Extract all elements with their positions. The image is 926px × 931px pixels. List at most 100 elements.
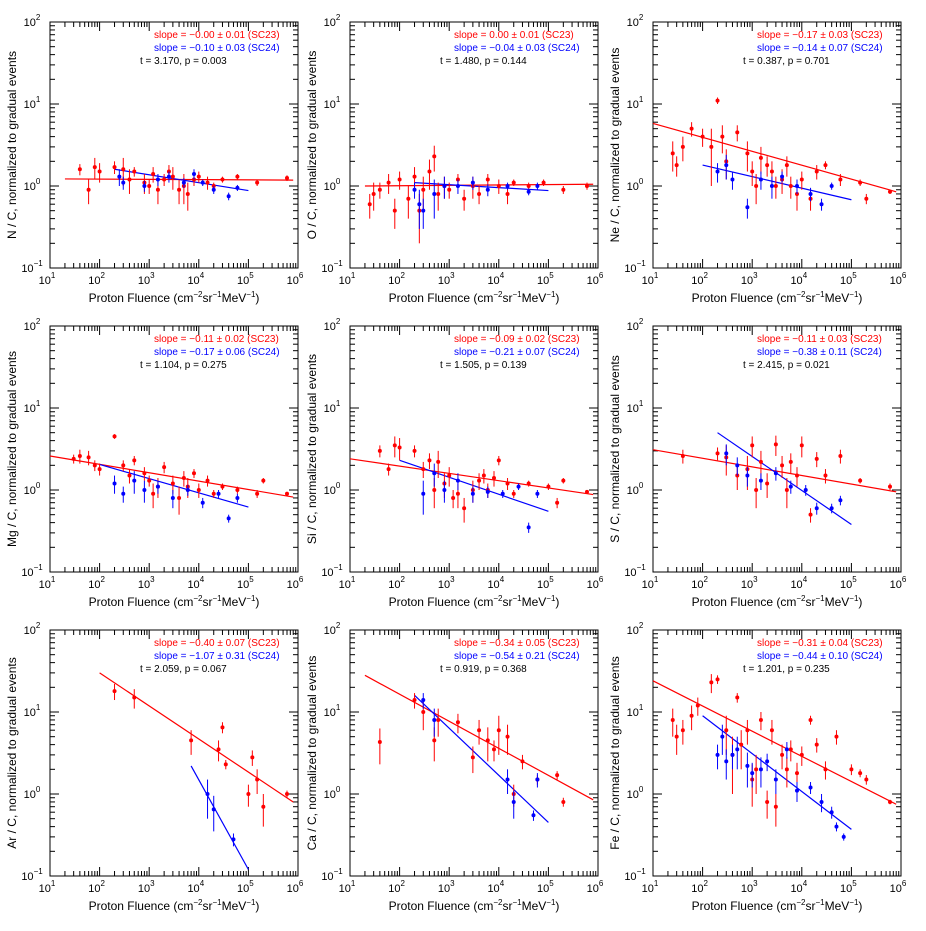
data-point-sc24 [784,747,789,752]
data-point-sc24 [117,174,122,179]
stats-text: t = 1.201, p = 0.235 [743,664,830,675]
data-point-sc23 [758,717,763,722]
x-axis-label: Proton Fluence (cm−2sr−1MeV−1) [89,898,260,913]
data-point-sc23 [555,773,560,778]
y-tick-label: 101 [24,399,41,415]
y-tick-label: 100 [324,785,341,801]
data-point-sc23 [788,184,793,188]
panel-n: 101 102 103 104 105 106 10−1 100 101 102 Proton Fl… [5,13,304,305]
y-tick-label: 100 [324,177,341,193]
x-tick-label: 106 [587,879,604,895]
x-tick-label: 104 [790,575,807,591]
fit-line-sc24 [702,715,852,830]
data-point-sc23 [196,174,201,179]
data-point-sc24 [191,172,196,177]
x-tick-label: 101 [339,271,356,287]
x-tick-label: 102 [388,271,405,287]
x-tick-label: 105 [537,575,554,591]
data-point-sc24 [442,488,447,492]
y-tick-label: 10−1 [21,259,43,275]
data-point-sc23 [709,144,714,149]
data-point-sc24 [455,478,460,483]
fit-line-sc23 [652,449,897,493]
data-point-sc23 [151,491,156,496]
data-point-sc24 [724,451,729,456]
data-point-sc24 [170,495,175,500]
y-tick-label: 101 [24,95,41,111]
x-tick-label: 102 [691,575,708,591]
data-point-sc23 [92,165,97,170]
plot-frame [49,629,299,877]
x-tick-label: 102 [388,879,405,895]
data-point-sc24 [211,187,216,192]
data-point-sc24 [112,481,117,486]
data-point-sc23 [765,799,770,804]
legend-sc23: slope = −0.11 ± 0.02 (SC23) [154,334,279,345]
y-tick-label: 100 [24,177,41,193]
x-axis-label: Proton Fluence (cm−2sr−1MeV−1) [89,594,260,609]
data-point-sc23 [485,738,490,743]
stats-text: t = 3.170, p = 0.003 [140,56,227,67]
data-point-sc23 [773,184,778,188]
data-point-sc23 [191,471,196,476]
data-point-sc23 [421,187,426,192]
y-axis-label: N / C, normalized to gradual events [5,51,19,239]
data-point-sc24 [535,491,540,496]
x-tick-label: 102 [88,879,105,895]
legend-sc24: slope = −0.38 ± 0.11 (SC24) [757,347,882,358]
data-point-sc23 [887,484,892,489]
data-point-sc23 [447,473,452,478]
data-point-sc23 [371,191,376,196]
legend-sc23: slope = −0.40 ± 0.07 (SC23) [154,638,280,649]
y-tick-label: 10−1 [21,867,43,883]
panel-ar: 101 102 103 104 105 106 10−1 100 101 102 Proton Fl… [5,621,304,913]
plot-frame [49,325,299,573]
data-point-sc24 [231,837,236,842]
data-point-sc23 [695,703,700,708]
data-point-sc23 [838,453,843,458]
data-point-sc23 [386,180,391,185]
data-point-sc24 [121,180,126,185]
data-point-sc23 [181,476,186,481]
data-point-sc23 [799,752,804,757]
y-tick-label: 101 [627,95,644,111]
data-point-sc24 [442,184,447,188]
data-point-sc23 [485,177,490,182]
y-axis-label: Fe / C, normalized to gradual events [608,656,622,849]
data-point-sc24 [780,174,785,179]
data-point-sc24 [155,177,160,182]
data-point-sc24 [841,834,846,839]
data-point-sc24 [765,759,770,764]
stats-text: t = 1.505, p = 0.139 [440,360,527,371]
data-point-sc24 [715,169,720,174]
data-point-sc24 [470,491,475,496]
data-point-sc23 [754,184,759,188]
data-point-sc23 [147,478,152,483]
data-point-sc23 [170,174,175,179]
data-point-sc23 [758,459,763,464]
data-point-sc23 [284,176,289,181]
data-point-sc23 [77,167,82,172]
x-tick-label: 106 [890,879,907,895]
data-point-sc23 [561,799,566,804]
data-point-sc23 [284,491,289,496]
data-point-sc23 [92,463,97,468]
data-point-sc24 [235,495,240,500]
data-point-sc23 [447,187,452,192]
data-point-sc23 [823,767,828,772]
x-tick-label: 104 [790,271,807,287]
x-tick-label: 105 [237,575,254,591]
data-point-sc23 [689,713,694,718]
data-point-sc23 [794,473,799,478]
plot-frame [652,325,902,573]
data-point-sc23 [462,506,467,511]
y-tick-label: 101 [627,399,644,415]
x-axis-label: Proton Fluence (cm−2sr−1MeV−1) [692,290,863,305]
x-axis-label: Proton Fluence (cm−2sr−1MeV−1) [389,594,560,609]
data-point-sc23 [255,491,260,496]
data-point-sc24 [485,489,490,494]
panel-o: 101 102 103 104 105 106 10−1 100 101 102 Proton Fl… [305,13,604,305]
data-point-sc24 [226,194,231,199]
stats-text: t = 0.387, p = 0.701 [743,56,830,67]
plot-frame [652,629,902,877]
